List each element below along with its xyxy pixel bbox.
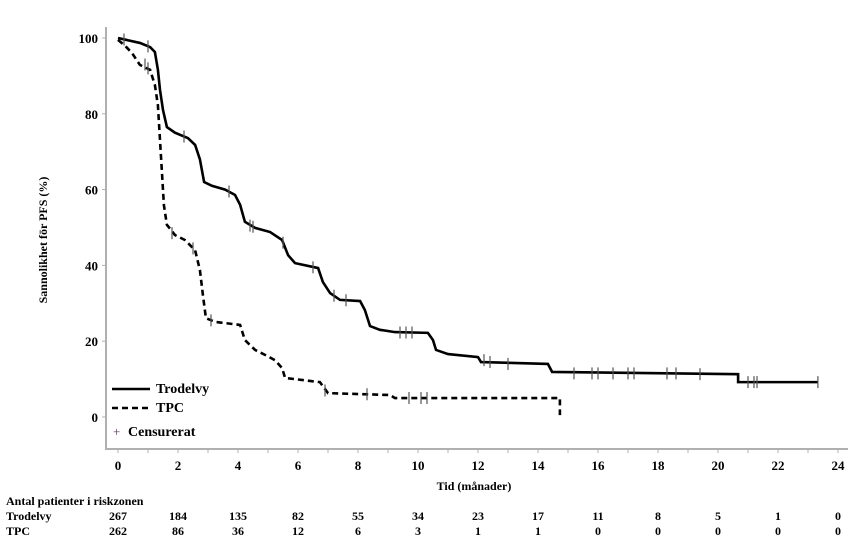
risk-value-tpc: 262 [109,524,127,538]
risk-value-trodelvy: 267 [109,509,127,523]
legend-trodelvy-label: Trodelvy [156,382,209,397]
risk-row-label-tpc: TPC [6,524,30,538]
risk-value-trodelvy: 11 [592,509,604,523]
risk-value-tpc: 0 [715,524,721,538]
y-tick-label: 80 [85,107,98,122]
x-tick-label: 10 [412,458,425,473]
risk-value-trodelvy: 135 [229,509,247,523]
x-tick-label: 18 [652,458,666,473]
curve-trodelvy [117,36,818,384]
x-axis-title: Tid (månader) [437,479,512,493]
x-tick-label: 14 [532,458,546,473]
risk-value-tpc: 12 [292,524,304,538]
x-tick-label: 4 [235,458,242,473]
y-tick-label: 60 [85,183,98,198]
risk-value-trodelvy: 0 [835,509,841,523]
risk-value-tpc: 0 [595,524,601,538]
risk-value-trodelvy: 55 [352,509,364,523]
legend-censored-label: Censurerat [128,425,196,440]
x-tick-label: 0 [115,458,122,473]
risk-value-tpc: 0 [775,524,781,538]
y-tick-label: 0 [92,410,99,425]
y-axis-title: Sannolikhet för PFS (%) [36,177,50,304]
x-tick-label: 20 [712,458,725,473]
legend-tpc-label: TPC [156,401,184,416]
x-tick-label: 2 [175,458,182,473]
risk-value-trodelvy: 184 [169,509,187,523]
risk-table-title: Antal patienter i riskzonen [6,494,144,508]
risk-row-label-trodelvy: Trodelvy [6,509,52,523]
y-tick-label: 100 [79,31,99,46]
risk-value-tpc: 6 [355,524,361,538]
risk-value-tpc: 1 [535,524,541,538]
risk-value-trodelvy: 8 [655,509,661,523]
risk-value-trodelvy: 34 [412,509,424,523]
curves [117,33,819,416]
y-tick-label: 40 [85,258,98,273]
risk-value-trodelvy: 23 [472,509,484,523]
risk-value-trodelvy: 1 [775,509,781,523]
x-tick-label: 12 [472,458,485,473]
curve-tpc [117,38,562,416]
risk-value-tpc: 86 [172,524,184,538]
legend-censored-symbol: + [113,424,120,439]
legend: Trodelvy TPC + Censurerat [112,382,209,440]
x-tick-label: 16 [592,458,606,473]
risk-value-tpc: 36 [232,524,244,538]
risk-value-tpc: 0 [655,524,661,538]
x-tick-label: 22 [772,458,785,473]
risk-value-trodelvy: 17 [532,509,544,523]
x-tick-label: 8 [355,458,362,473]
x-tick-label: 24 [832,458,846,473]
y-tick-label: 20 [85,334,98,349]
risk-value-tpc: 1 [475,524,481,538]
risk-value-tpc: 3 [415,524,421,538]
x-tick-label: 6 [295,458,302,473]
risk-value-trodelvy: 5 [715,509,721,523]
risk-value-trodelvy: 82 [292,509,304,523]
risk-value-tpc: 0 [835,524,841,538]
